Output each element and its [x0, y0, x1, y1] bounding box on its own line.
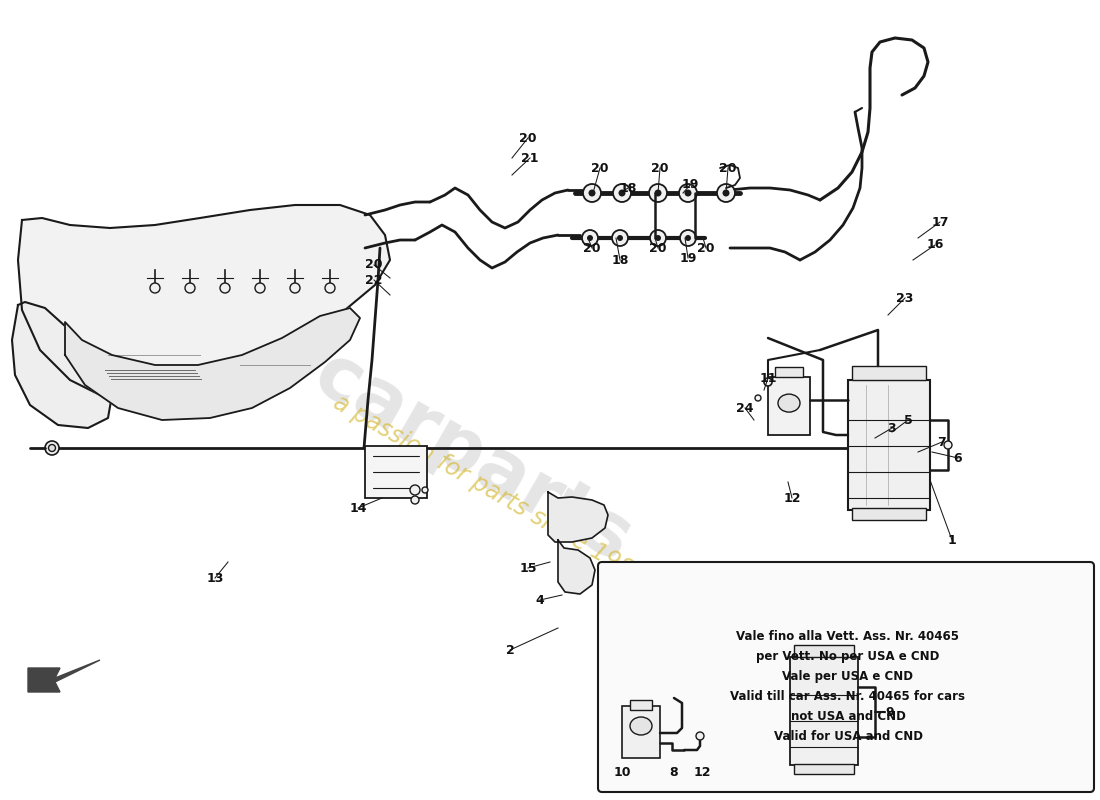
Circle shape — [944, 441, 952, 449]
Circle shape — [185, 283, 195, 293]
Circle shape — [764, 378, 772, 386]
Circle shape — [650, 230, 666, 246]
Circle shape — [723, 190, 729, 197]
Circle shape — [755, 395, 761, 401]
Bar — [621, 706, 660, 758]
Text: 20: 20 — [583, 242, 601, 254]
Polygon shape — [65, 308, 360, 420]
Text: 20: 20 — [719, 162, 737, 174]
Circle shape — [410, 485, 420, 495]
Circle shape — [680, 230, 696, 246]
Circle shape — [618, 190, 626, 197]
Text: 4: 4 — [536, 594, 544, 606]
Circle shape — [696, 732, 704, 740]
Text: 2: 2 — [506, 643, 515, 657]
Polygon shape — [28, 660, 100, 692]
Text: 18: 18 — [612, 254, 629, 266]
Circle shape — [45, 441, 59, 455]
Text: 20: 20 — [649, 242, 667, 254]
Text: 14: 14 — [350, 502, 366, 514]
Circle shape — [411, 496, 419, 504]
Circle shape — [587, 235, 593, 241]
Bar — [768, 377, 810, 435]
Circle shape — [685, 235, 691, 241]
Circle shape — [654, 190, 661, 197]
Bar — [848, 380, 930, 510]
Text: 19: 19 — [681, 178, 698, 191]
Text: 24: 24 — [736, 402, 754, 414]
Circle shape — [649, 184, 667, 202]
Text: 9: 9 — [886, 706, 893, 718]
Bar — [365, 446, 427, 498]
Text: 20: 20 — [365, 258, 383, 271]
Text: 5: 5 — [903, 414, 912, 426]
Bar — [630, 700, 652, 710]
Text: 6: 6 — [954, 451, 962, 465]
Text: 21: 21 — [521, 151, 539, 165]
Circle shape — [220, 283, 230, 293]
Text: 12: 12 — [693, 766, 711, 778]
Text: 10: 10 — [614, 766, 630, 778]
Text: 8: 8 — [670, 766, 679, 778]
Polygon shape — [548, 492, 608, 542]
Circle shape — [654, 235, 661, 241]
Circle shape — [255, 283, 265, 293]
Circle shape — [582, 230, 598, 246]
Text: 16: 16 — [926, 238, 944, 251]
FancyBboxPatch shape — [598, 562, 1094, 792]
Text: 3: 3 — [888, 422, 896, 434]
Text: 7: 7 — [937, 435, 946, 449]
Bar — [790, 657, 858, 765]
Text: 22: 22 — [365, 274, 383, 286]
Text: 1: 1 — [947, 534, 956, 546]
Bar — [776, 367, 803, 377]
Text: 17: 17 — [932, 215, 948, 229]
Bar — [794, 764, 854, 774]
Circle shape — [48, 445, 55, 451]
Text: 18: 18 — [619, 182, 637, 194]
Text: 20: 20 — [592, 162, 608, 174]
Text: 13: 13 — [207, 571, 223, 585]
Circle shape — [613, 184, 631, 202]
Text: 11: 11 — [759, 371, 777, 385]
Text: 15: 15 — [519, 562, 537, 574]
Circle shape — [583, 184, 601, 202]
Text: 20: 20 — [519, 131, 537, 145]
Circle shape — [717, 184, 735, 202]
Circle shape — [588, 190, 595, 197]
Text: a passion for parts since 1985: a passion for parts since 1985 — [330, 390, 650, 590]
Ellipse shape — [630, 717, 652, 735]
Bar — [852, 366, 926, 380]
Ellipse shape — [778, 394, 800, 412]
Polygon shape — [558, 540, 595, 594]
Bar — [852, 508, 926, 520]
Circle shape — [679, 184, 697, 202]
Circle shape — [612, 230, 628, 246]
Text: eurocarparts: eurocarparts — [135, 242, 645, 578]
Polygon shape — [18, 205, 390, 405]
Circle shape — [617, 235, 623, 241]
Bar — [794, 645, 854, 657]
Circle shape — [684, 190, 692, 197]
Text: 20: 20 — [697, 242, 715, 254]
Text: 23: 23 — [896, 291, 914, 305]
Text: 12: 12 — [783, 491, 801, 505]
Circle shape — [422, 487, 428, 493]
Text: Vale fino alla Vett. Ass. Nr. 40465
per Vett. No per USA e CND
Vale per USA e CN: Vale fino alla Vett. Ass. Nr. 40465 per … — [730, 630, 966, 743]
Polygon shape — [12, 302, 112, 428]
Text: 20: 20 — [651, 162, 669, 174]
Circle shape — [290, 283, 300, 293]
Circle shape — [324, 283, 336, 293]
Circle shape — [150, 283, 160, 293]
Text: 19: 19 — [680, 251, 696, 265]
